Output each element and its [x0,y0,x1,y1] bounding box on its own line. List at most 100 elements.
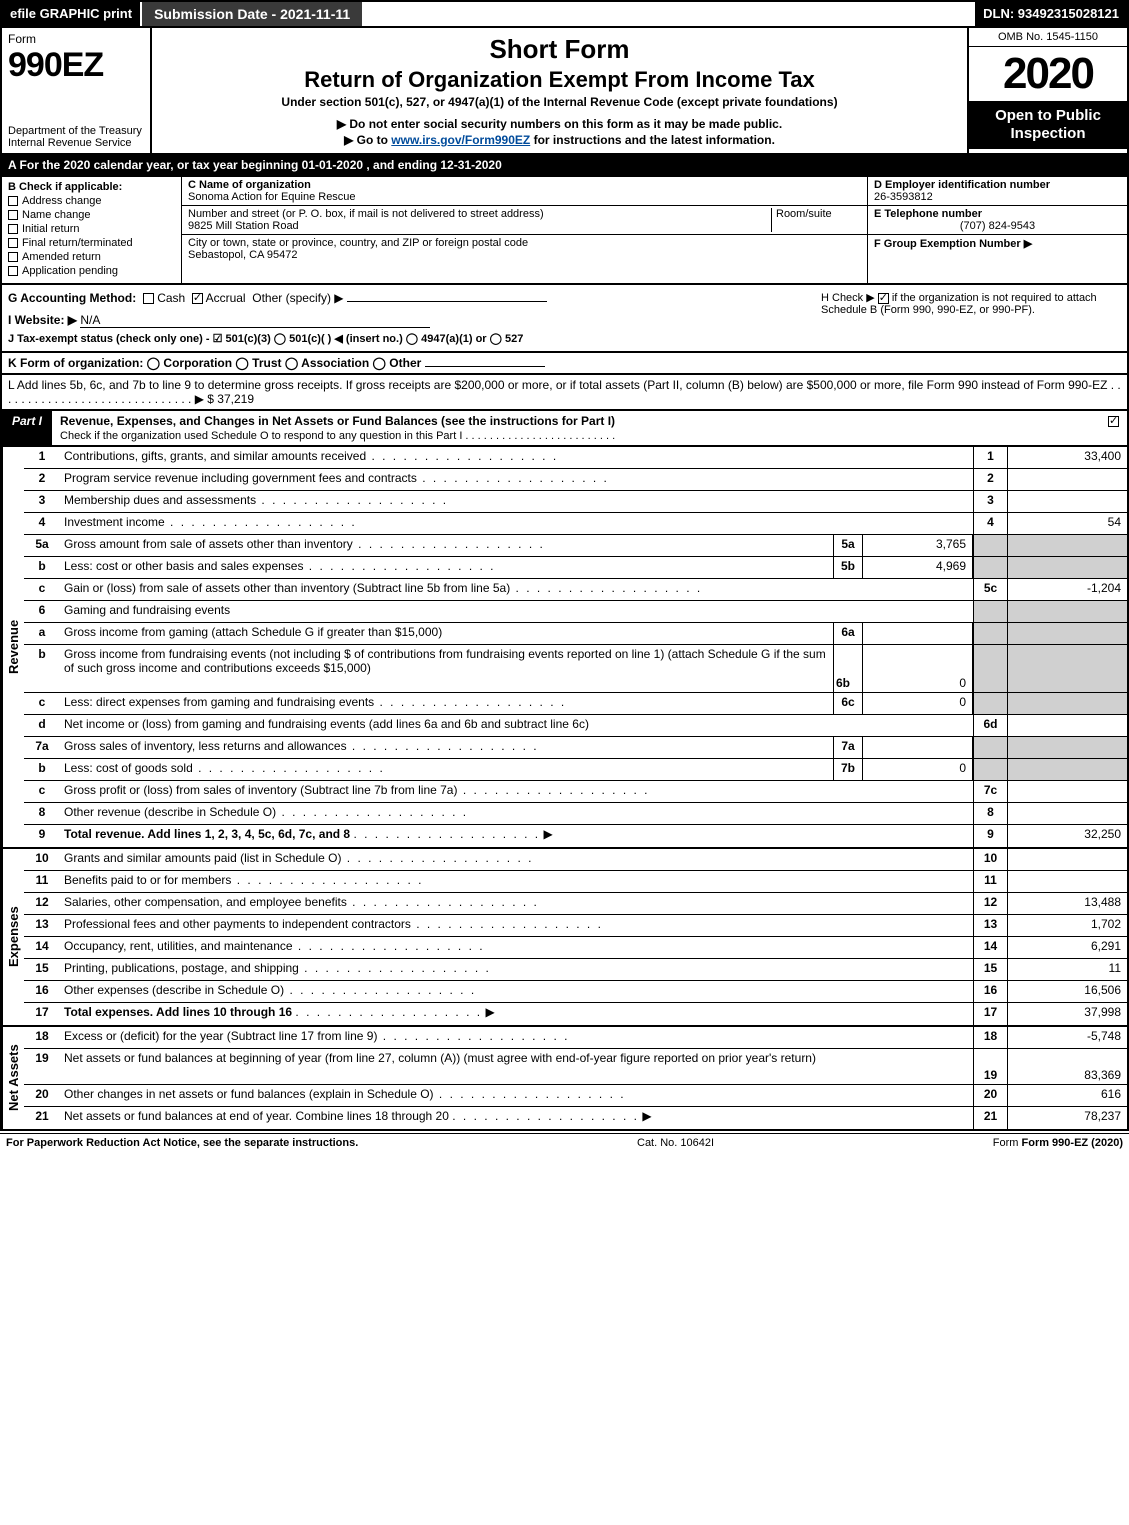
l10-num: 10 [24,849,60,870]
netassets-body: 18Excess or (deficit) for the year (Subt… [24,1027,1127,1129]
omb-number: OMB No. 1545-1150 [969,28,1127,47]
l17-desc: Total expenses. Add lines 10 through 16 … [60,1003,973,1025]
h-text: H Check ▶ [821,292,875,304]
l-val: 37,219 [217,392,254,406]
line-g: G Accounting Method: Cash Accrual Other … [8,291,801,345]
goto-link[interactable]: www.irs.gov/Form990EZ [391,133,530,147]
l20-rn: 20 [973,1085,1007,1106]
l6c-sv: 0 [863,693,973,714]
g-label: G Accounting Method: [8,291,136,305]
chk-accrual[interactable] [192,293,203,304]
chk-address-change[interactable] [8,196,18,206]
l5c-rn: 5c [973,579,1007,600]
part1-tag: Part I [2,411,52,445]
l5a-desc: Gross amount from sale of assets other t… [60,535,833,556]
warn-text: ▶ Do not enter social security numbers o… [162,117,957,131]
open-to-public: Open to Public Inspection [969,101,1127,149]
l14-desc: Occupancy, rent, utilities, and maintena… [60,937,973,958]
l9-desc-text: Total revenue. Add lines 1, 2, 3, 4, 5c,… [64,827,350,841]
g-accrual: Accrual [206,291,246,305]
k-other-field[interactable] [425,366,545,367]
form-header: Form 990EZ Department of the Treasury In… [0,28,1129,155]
l11-rn: 11 [973,871,1007,892]
l5c-desc: Gain or (loss) from sale of assets other… [60,579,973,600]
l17-rn: 17 [973,1003,1007,1025]
form-number: 990EZ [8,46,144,85]
revenue-side-label: Revenue [2,447,24,847]
revenue-table: Revenue 1Contributions, gifts, grants, a… [0,447,1129,849]
line-l: L Add lines 5b, 6c, and 7b to line 9 to … [0,375,1129,411]
l21-num: 21 [24,1107,60,1129]
chk-initial-return[interactable] [8,224,18,234]
l10-rv [1007,849,1127,870]
box-b-title: B Check if applicable: [8,181,175,193]
l1-num: 1 [24,447,60,468]
l21-rn: 21 [973,1107,1007,1129]
expenses-side-label: Expenses [2,849,24,1025]
header-mid: Short Form Return of Organization Exempt… [152,28,967,153]
chk-cash[interactable] [143,293,154,304]
part1-header: Part I Revenue, Expenses, and Changes in… [0,411,1129,447]
line-h: H Check ▶ if the organization is not req… [821,291,1121,345]
footer-right-text: Form 990-EZ (2020) [1022,1137,1123,1149]
l13-rv: 1,702 [1007,915,1127,936]
g-other-field[interactable] [347,301,547,302]
c-label: C Name of organization [188,179,311,191]
l6d-rn: 6d [973,715,1007,736]
l13-desc: Professional fees and other payments to … [60,915,973,936]
l6-rv [1007,601,1127,622]
efile-label[interactable]: efile GRAPHIC print [2,2,140,26]
l21-desc: Net assets or fund balances at end of ye… [60,1107,973,1129]
l6a-num: a [24,623,60,644]
l2-num: 2 [24,469,60,490]
chk-name-change[interactable] [8,210,18,220]
l6-desc: Gaming and fundraising events [60,601,973,622]
l18-num: 18 [24,1027,60,1048]
l6a-desc: Gross income from gaming (attach Schedul… [60,623,833,644]
line-a: A For the 2020 calendar year, or tax yea… [0,155,1129,177]
form-word: Form [8,32,144,46]
footer-mid: Cat. No. 10642I [637,1137,714,1149]
chk-part1-scho[interactable] [1108,416,1119,427]
l21-rv: 78,237 [1007,1107,1127,1129]
l4-rv: 54 [1007,513,1127,534]
l5c-num: c [24,579,60,600]
g-other: Other (specify) ▶ [252,291,343,305]
opt-name-change: Name change [22,209,91,221]
goto-post: for instructions and the latest informat… [534,133,775,147]
g-cash: Cash [157,291,185,305]
l6b-rv [1007,645,1127,692]
f-label: F Group Exemption Number ▶ [874,238,1032,250]
l12-num: 12 [24,893,60,914]
chk-h[interactable] [878,293,889,304]
d-label: D Employer identification number [874,179,1050,191]
phone-val: (707) 824-9543 [874,220,1121,232]
l7b-sn: 7b [833,759,863,780]
expenses-table: Expenses 10Grants and similar amounts pa… [0,849,1129,1027]
dept-treasury: Department of the Treasury [8,125,144,137]
l5b-desc: Less: cost or other basis and sales expe… [60,557,833,578]
l9-desc: Total revenue. Add lines 1, 2, 3, 4, 5c,… [60,825,973,847]
chk-final-return[interactable] [8,238,18,248]
l7a-num: 7a [24,737,60,758]
l16-rv: 16,506 [1007,981,1127,1002]
l6b-num: b [24,645,60,692]
l6a-rn [973,623,1007,644]
l17-desc-text: Total expenses. Add lines 10 through 16 [64,1005,292,1019]
box-def: D Employer identification number 26-3593… [867,177,1127,283]
l9-num: 9 [24,825,60,847]
l19-num: 19 [24,1049,60,1084]
website-val: N/A [80,313,100,327]
opt-address-change: Address change [22,195,102,207]
l5a-sv: 3,765 [863,535,973,556]
l20-num: 20 [24,1085,60,1106]
line-k: K Form of organization: ◯ Corporation ◯ … [0,353,1129,375]
short-form-title: Short Form [162,34,957,65]
l5a-rv [1007,535,1127,556]
l6a-sv [863,623,973,644]
l4-rn: 4 [973,513,1007,534]
chk-application-pending[interactable] [8,266,18,276]
l7c-rv [1007,781,1127,802]
l21-desc-text: Net assets or fund balances at end of ye… [64,1109,449,1123]
chk-amended-return[interactable] [8,252,18,262]
